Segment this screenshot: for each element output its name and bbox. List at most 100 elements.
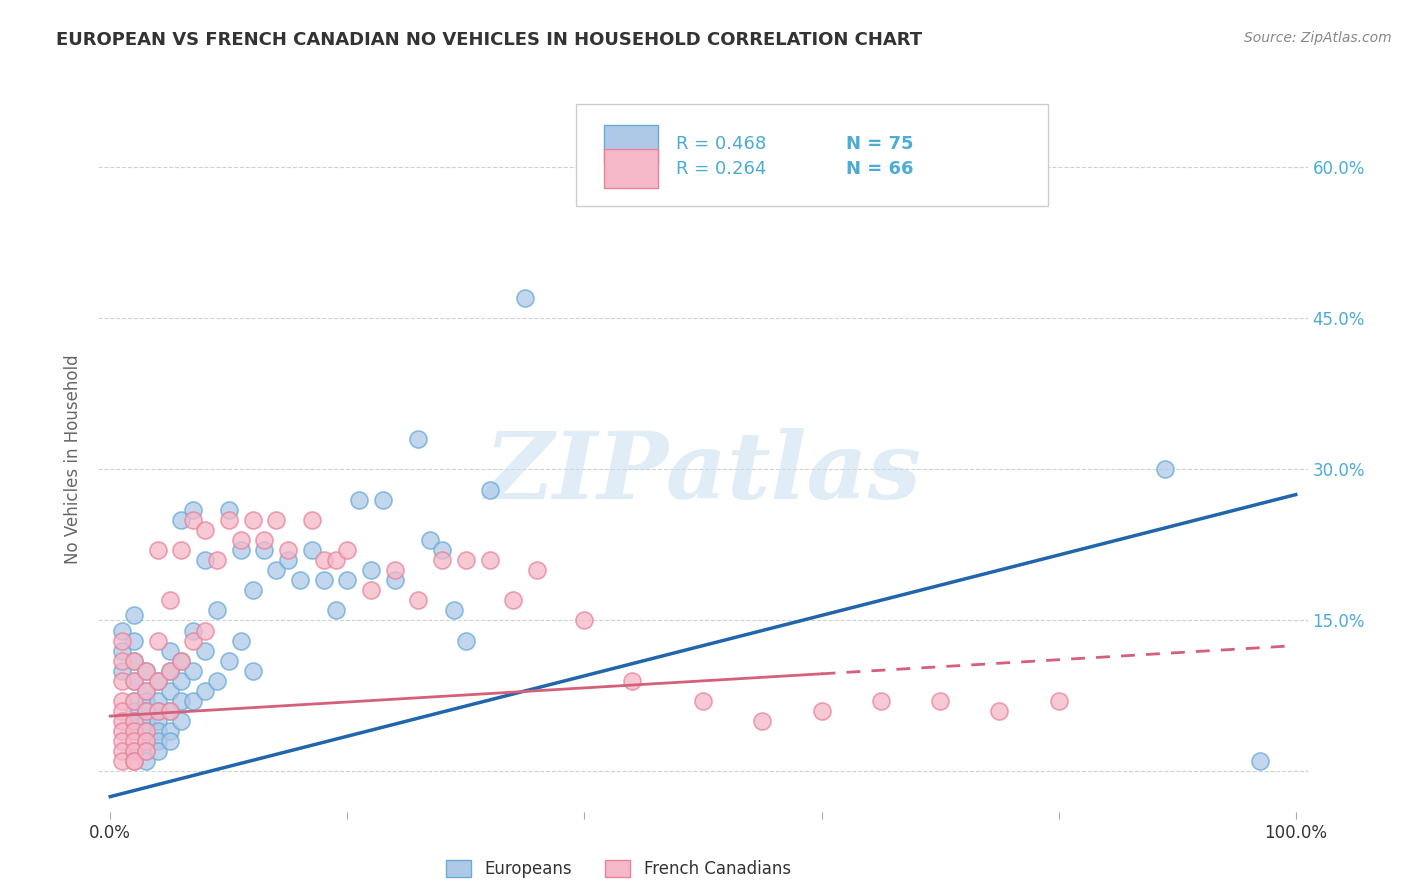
Point	[371, 492, 394, 507]
Point	[122, 694, 145, 708]
Point	[194, 553, 217, 567]
Point	[122, 714, 145, 728]
Point	[111, 643, 134, 657]
Point	[111, 724, 134, 739]
Point	[122, 724, 145, 739]
Point	[574, 614, 596, 628]
Point	[122, 673, 145, 688]
Point	[181, 513, 204, 527]
Point	[146, 704, 169, 718]
Point	[135, 664, 157, 678]
Point	[159, 704, 181, 718]
Point	[301, 543, 323, 558]
Point	[478, 553, 501, 567]
Point	[122, 673, 145, 688]
Point	[242, 664, 264, 678]
Point	[146, 704, 169, 718]
Point	[408, 593, 430, 607]
Point	[122, 608, 145, 623]
Point	[205, 553, 228, 567]
Point	[277, 553, 299, 567]
Point	[443, 603, 465, 617]
Point	[301, 513, 323, 527]
Point	[181, 664, 204, 678]
Point	[159, 643, 181, 657]
Point	[454, 633, 477, 648]
Point	[336, 543, 359, 558]
Point	[111, 624, 134, 638]
Point	[159, 664, 181, 678]
Point	[170, 543, 193, 558]
Point	[869, 694, 891, 708]
Point	[170, 673, 193, 688]
Point	[1154, 462, 1177, 476]
Point	[229, 543, 252, 558]
Point	[146, 744, 169, 758]
Point	[111, 694, 134, 708]
Point	[170, 714, 193, 728]
Point	[347, 492, 370, 507]
Point	[135, 684, 157, 698]
Point	[135, 734, 157, 748]
Point	[253, 543, 276, 558]
Point	[810, 704, 832, 718]
Point	[135, 744, 157, 758]
Point	[146, 724, 169, 739]
Point	[432, 553, 454, 567]
Point	[111, 664, 134, 678]
Point	[159, 724, 181, 739]
Point	[111, 654, 134, 668]
Text: EUROPEAN VS FRENCH CANADIAN NO VEHICLES IN HOUSEHOLD CORRELATION CHART: EUROPEAN VS FRENCH CANADIAN NO VEHICLES …	[56, 31, 922, 49]
Point	[218, 502, 240, 516]
Point	[181, 633, 204, 648]
Point	[194, 643, 217, 657]
Point	[111, 704, 134, 718]
Point	[170, 654, 193, 668]
Point	[122, 755, 145, 769]
Text: R = 0.264: R = 0.264	[676, 160, 766, 178]
Point	[620, 673, 643, 688]
Point	[135, 714, 157, 728]
Point	[159, 734, 181, 748]
Point	[218, 654, 240, 668]
Point	[135, 724, 157, 739]
Point	[122, 654, 145, 668]
Point	[264, 513, 287, 527]
Point	[122, 633, 145, 648]
Bar	[603, 125, 658, 163]
Point	[288, 573, 311, 587]
Point	[325, 603, 347, 617]
Point	[1249, 755, 1271, 769]
Point	[122, 744, 145, 758]
Point	[159, 664, 181, 678]
Point	[111, 714, 134, 728]
Point	[384, 563, 406, 577]
Point	[242, 583, 264, 598]
Point	[205, 603, 228, 617]
Point	[277, 543, 299, 558]
Point	[146, 734, 169, 748]
Point	[502, 593, 524, 607]
Point	[360, 563, 382, 577]
Point	[1047, 694, 1070, 708]
Point	[181, 624, 204, 638]
Text: N = 75: N = 75	[845, 135, 912, 153]
Point	[360, 583, 382, 598]
Point	[146, 543, 169, 558]
Point	[194, 523, 217, 537]
Point	[218, 513, 240, 527]
Point	[419, 533, 441, 547]
Point	[122, 755, 145, 769]
Point	[146, 673, 169, 688]
Point	[122, 714, 145, 728]
Point	[384, 573, 406, 587]
Point	[111, 734, 134, 748]
Point	[751, 714, 773, 728]
Point	[408, 432, 430, 446]
Point	[336, 573, 359, 587]
Point	[432, 543, 454, 558]
Point	[264, 563, 287, 577]
Point	[135, 684, 157, 698]
Point	[111, 673, 134, 688]
Point	[229, 633, 252, 648]
